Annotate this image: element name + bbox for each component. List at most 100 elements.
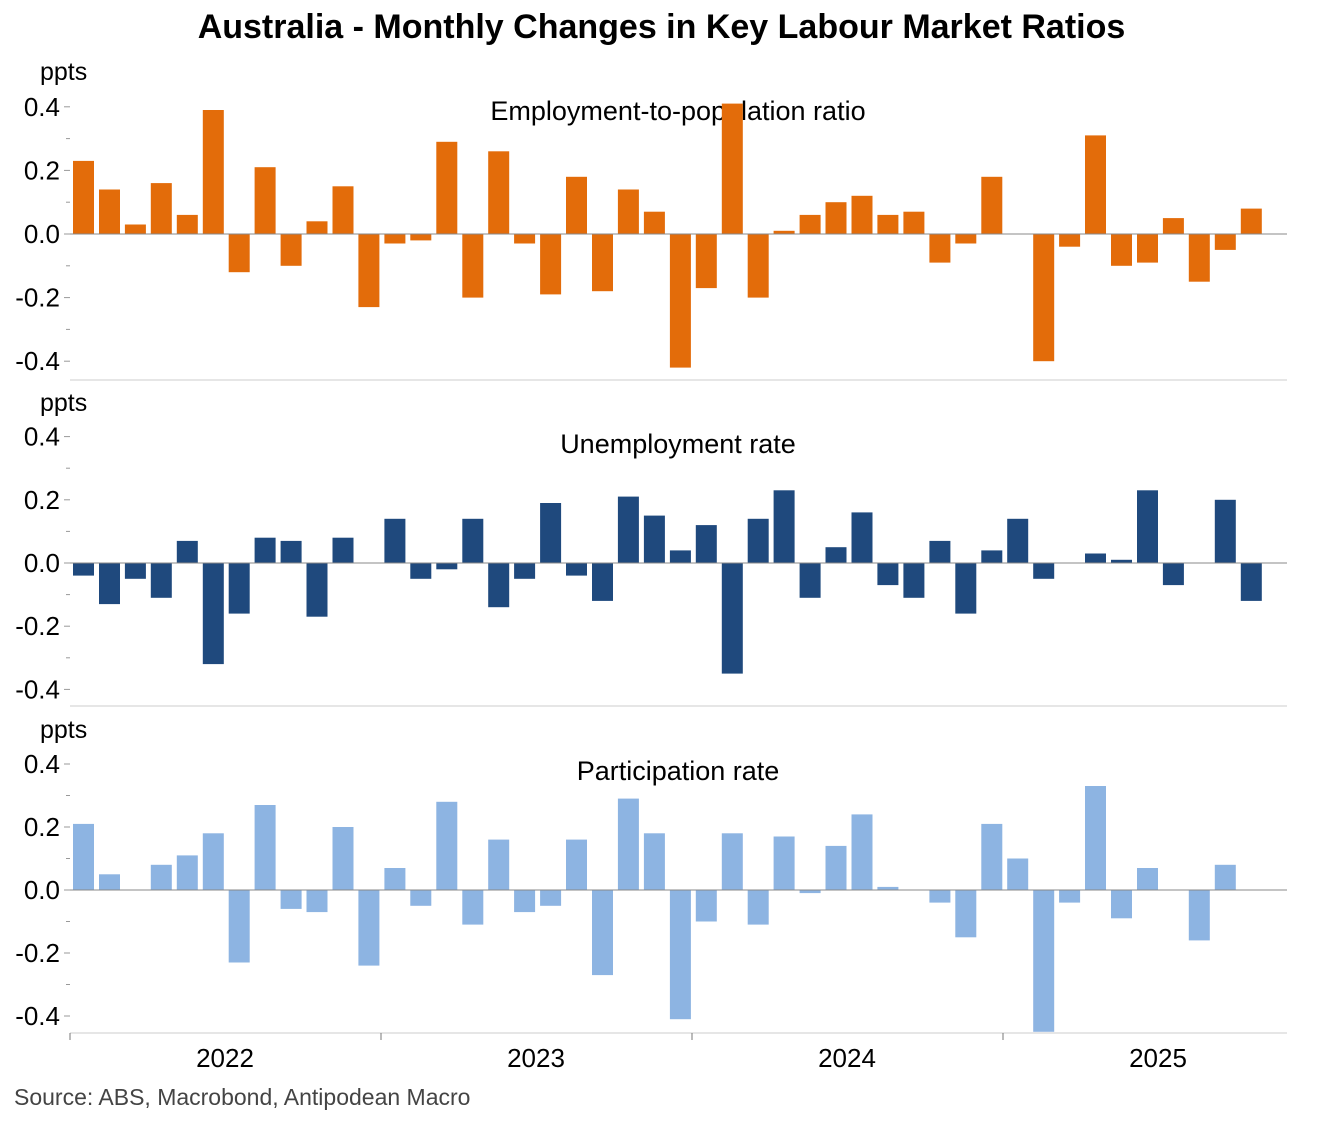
bar	[799, 563, 821, 598]
y-tick-label: -0.4	[15, 346, 60, 376]
bar	[332, 537, 354, 563]
bar	[1033, 890, 1055, 1032]
bar	[488, 151, 510, 234]
bar	[721, 103, 743, 234]
bar	[358, 890, 380, 966]
bar	[643, 211, 665, 234]
bar	[1188, 234, 1210, 282]
bar	[306, 563, 328, 617]
bar	[540, 890, 562, 906]
bar	[150, 864, 172, 890]
bar	[851, 814, 873, 890]
bar	[254, 167, 276, 234]
bar	[124, 224, 146, 234]
bar	[332, 827, 354, 890]
bar	[1085, 553, 1106, 563]
bar	[903, 563, 925, 598]
source-note: Source: ABS, Macrobond, Antipodean Macro	[14, 1084, 471, 1110]
bar	[202, 110, 224, 234]
bar	[643, 515, 665, 563]
bar	[721, 833, 743, 890]
y-tick-label: -0.2	[15, 611, 60, 641]
bar	[202, 563, 224, 665]
bar	[1214, 864, 1236, 890]
y-tick-label: 0.2	[24, 155, 60, 185]
bar	[410, 563, 432, 579]
bar	[566, 176, 587, 234]
bar	[592, 563, 613, 601]
bar	[150, 563, 172, 598]
panel-title: Participation rate	[577, 756, 780, 786]
y-tick-label: -0.4	[15, 1001, 60, 1031]
bar	[773, 230, 795, 234]
bar	[462, 890, 484, 925]
bar	[955, 563, 977, 614]
bar	[929, 890, 951, 903]
bar	[1188, 890, 1210, 941]
bar	[1033, 234, 1055, 362]
bar	[254, 805, 276, 891]
bar	[176, 214, 198, 234]
y-tick-label: 0.2	[24, 485, 60, 515]
bar	[695, 234, 717, 289]
y-tick-label: 0.2	[24, 812, 60, 842]
bar	[384, 518, 406, 563]
bar	[99, 563, 120, 605]
bar	[825, 202, 847, 234]
bar	[1137, 234, 1158, 263]
y-tick-label: -0.2	[15, 938, 60, 968]
x-tick-label: 2024	[818, 1043, 876, 1073]
bar	[462, 234, 484, 298]
bar	[747, 234, 769, 298]
bar	[514, 890, 536, 913]
bar	[99, 189, 120, 234]
bar	[669, 550, 691, 563]
bar	[1111, 559, 1132, 563]
bar	[176, 855, 198, 890]
bar	[1214, 499, 1236, 563]
bar	[514, 234, 536, 244]
bar	[877, 214, 899, 234]
bar	[99, 874, 120, 891]
bar	[1137, 490, 1158, 563]
bar	[1214, 234, 1236, 250]
bar	[1137, 868, 1158, 891]
bar	[176, 540, 198, 563]
bar	[877, 886, 899, 890]
bar	[566, 839, 587, 890]
bar	[1240, 208, 1262, 234]
bar	[280, 540, 302, 563]
bar	[981, 176, 1003, 234]
y-tick-label: 0.4	[24, 422, 60, 452]
bar	[124, 563, 146, 579]
bar	[1059, 234, 1081, 247]
bar	[280, 890, 302, 909]
y-tick-label: -0.2	[15, 283, 60, 313]
bar	[73, 823, 94, 890]
bar	[721, 563, 743, 674]
bar	[202, 833, 224, 890]
bar	[955, 234, 977, 244]
bar	[254, 537, 276, 563]
bar	[73, 160, 94, 234]
bar	[617, 798, 639, 890]
y-axis-unit-label: ppts	[40, 389, 87, 417]
y-tick-label: 0.4	[24, 92, 60, 122]
bar	[1162, 218, 1184, 234]
bar	[877, 563, 899, 586]
y-axis-unit-label: ppts	[40, 716, 87, 744]
bar	[306, 890, 328, 913]
bar	[73, 563, 94, 576]
bar	[1007, 518, 1029, 563]
bar	[436, 141, 458, 234]
bar	[150, 183, 172, 234]
bar	[1240, 563, 1262, 601]
bar	[695, 525, 717, 563]
bar	[410, 890, 432, 906]
x-tick-label: 2022	[196, 1043, 254, 1073]
bar	[799, 214, 821, 234]
bar	[436, 801, 458, 890]
bar	[773, 490, 795, 563]
x-tick-label: 2023	[507, 1043, 565, 1073]
y-tick-label: 0.0	[24, 548, 60, 578]
